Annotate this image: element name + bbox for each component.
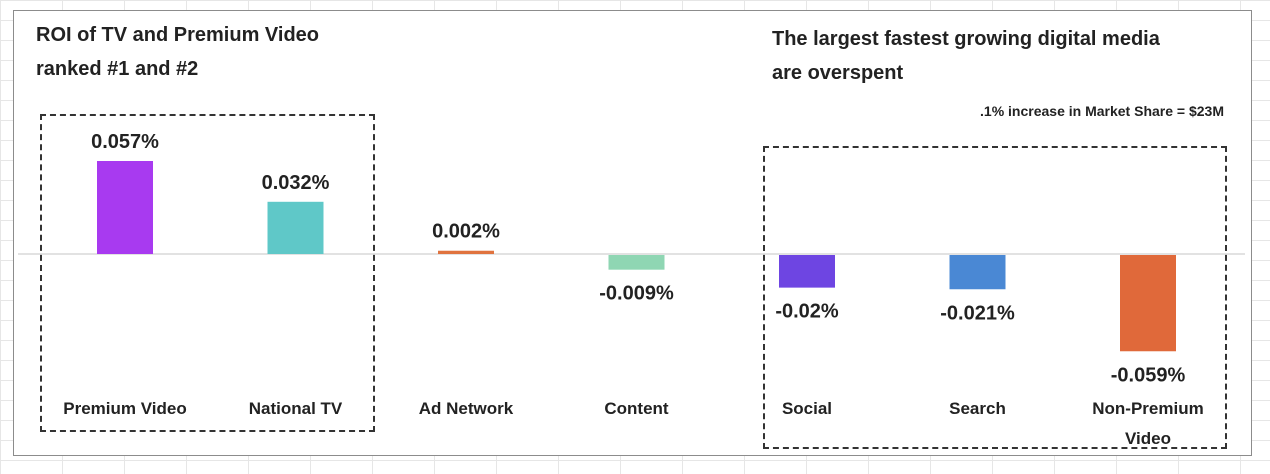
category-label-2-line-0: Ad Network: [419, 399, 514, 418]
top-ranked-highlight-box: [40, 114, 375, 432]
category-label-0-line-0: Premium Video: [63, 399, 186, 418]
category-label-1: National TV: [249, 399, 343, 418]
bar-1: [267, 201, 324, 254]
bar-5: [949, 255, 1006, 290]
category-label-5: Search: [949, 399, 1006, 418]
category-label-5-line-0: Search: [949, 399, 1006, 418]
bar-6: [1120, 255, 1176, 352]
headline-right-line2: are overspent: [772, 62, 904, 84]
bar-3: [608, 255, 665, 270]
value-label-5: -0.021%: [940, 302, 1015, 324]
category-label-4: Social: [782, 399, 832, 418]
bar-0: [97, 161, 153, 254]
category-label-1-line-0: National TV: [249, 399, 343, 418]
category-label-6: Non-Premium Video: [1092, 399, 1203, 448]
headline-right-line1: The largest fastest growing digital medi…: [772, 28, 1160, 50]
value-label-4: -0.02%: [775, 301, 839, 323]
value-label-2: 0.002%: [432, 221, 500, 243]
value-label-3: -0.009%: [599, 283, 674, 305]
category-label-0: Premium Video: [63, 399, 186, 418]
value-label-1: 0.032%: [262, 172, 330, 194]
bar-2: [438, 250, 494, 254]
value-label-6: -0.059%: [1111, 364, 1186, 386]
category-label-3: Content: [604, 399, 669, 418]
bar-4: [779, 255, 835, 288]
category-label-2: Ad Network: [419, 399, 514, 418]
category-label-4-line-0: Social: [782, 399, 832, 418]
category-label-3-line-0: Content: [604, 399, 669, 418]
headline-right: The largest fastest growing digital medi…: [772, 22, 1160, 90]
category-label-6-line-0: Non-Premium: [1092, 399, 1203, 418]
market-share-note: .1% increase in Market Share = $23M: [980, 103, 1224, 119]
chart-frame: [13, 10, 1252, 456]
value-label-0: 0.057%: [91, 131, 159, 153]
headline-left: ROI of TV and Premium Video ranked #1 an…: [36, 18, 319, 86]
headline-left-line2: ranked #1 and #2: [36, 58, 199, 80]
headline-left-line1: ROI of TV and Premium Video: [36, 24, 320, 46]
category-label-6-line-1: Video: [1125, 429, 1171, 448]
overspent-highlight-box: [763, 146, 1227, 449]
